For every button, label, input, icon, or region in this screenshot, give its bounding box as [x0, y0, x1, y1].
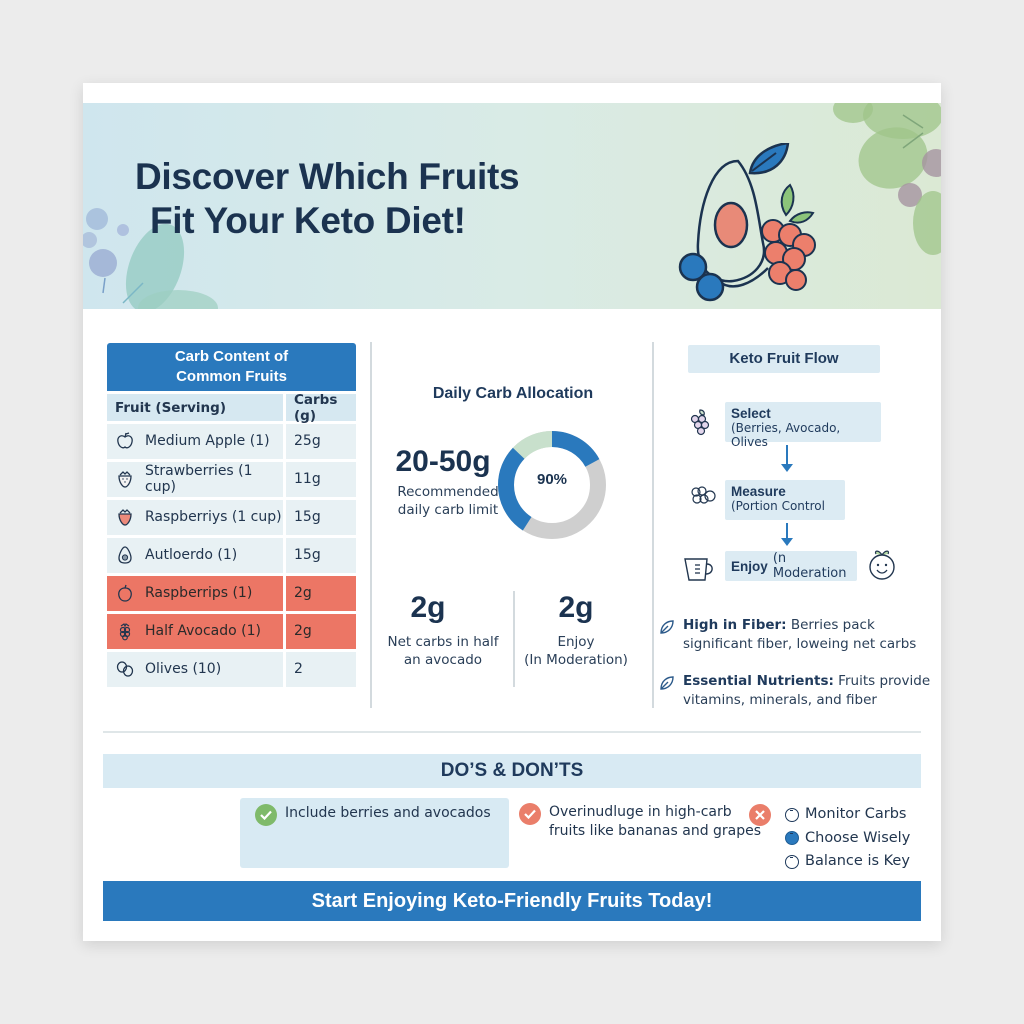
stat-net-carbs-caption: Net carbs in half an avocado: [387, 634, 499, 668]
fruit-name: Medium Apple (1): [145, 433, 270, 450]
flow-step-detail: (Berries, Avocado, Olives: [731, 421, 841, 449]
raspberry-icon: [118, 509, 132, 526]
olives-icon: [116, 661, 134, 677]
dont-item: Overinudluge in high-carb fruits like ba…: [519, 803, 761, 841]
check-icon: [255, 804, 277, 826]
hero-title-line-2: Fit Your Keto Diet!: [150, 200, 466, 241]
donut-chart: [498, 431, 606, 539]
fruit-name: Autloerdo (1): [145, 547, 238, 564]
column-divider-1: [370, 342, 372, 708]
stat-enjoy-caption: Enjoy (In Moderation): [524, 634, 628, 668]
stopwatch-filled-icon: [785, 831, 799, 846]
tip-item: Balance is Key: [785, 850, 910, 874]
table-row-highlighted: Half Avocado (1) 2g: [107, 613, 356, 649]
fact-label: Essential Nutrients:: [683, 673, 834, 689]
strawberry-icon: [118, 471, 132, 488]
flow-step-detail: (n Moderation: [772, 551, 847, 581]
carb-value: 11g: [286, 461, 356, 497]
avocado-berries-icon: [678, 143, 816, 302]
fruit-outline-icon: [118, 585, 132, 602]
fruit-name: Raspberrips (1): [145, 585, 253, 602]
tip-item: Monitor Carbs: [785, 803, 910, 827]
carb-value: 2: [286, 651, 356, 687]
flow-title: Keto Fruit Flow: [688, 345, 880, 373]
fact-nutrients: Essential Nutrients: Fruits provide vita…: [660, 672, 931, 710]
leaf-icon: [660, 620, 674, 634]
leaf-icon: [660, 676, 674, 690]
fact-label: High in Fiber:: [683, 617, 787, 633]
table-row: Raspberriys (1 cup) 15g: [107, 499, 356, 535]
do-item: Include berries and avocados: [255, 804, 491, 826]
fruit-name: Half Avocado (1): [145, 623, 261, 640]
hero-title-line-1: Discover Which Fruits: [135, 156, 520, 197]
fruit-name: Raspberriys (1 cup): [145, 509, 282, 526]
carb-value: 2g: [286, 575, 356, 611]
flow-arrow-down-icon: [781, 445, 793, 472]
decor-right-leaves-icon: [833, 103, 941, 255]
flow-step-select: Select (Berries, Avocado, Olives: [725, 402, 881, 449]
donut-center-label: 90%: [536, 471, 568, 488]
table-row: Strawberries (1 cup) 11g: [107, 461, 356, 497]
hero-title: Discover Which Fruits Fit Your Keto Diet…: [135, 155, 520, 243]
stat-divider: [513, 591, 515, 687]
flow-step-heading: Measure: [731, 484, 786, 499]
flow-step-heading: Enjoy: [731, 558, 768, 574]
table-row-highlighted: Raspberrips (1) 2g: [107, 575, 356, 611]
carb-table-title-line-1: Carb Content of: [174, 348, 289, 365]
carb-range-caption: Recommended daily carb limit: [397, 484, 499, 518]
check-icon: [519, 803, 541, 825]
table-row: Autloerdo (1) 15g: [107, 537, 356, 573]
infographic-card: Discover Which Fruits Fit Your Keto Diet…: [83, 83, 941, 941]
stat-net-carbs-value: 2g: [410, 591, 446, 624]
do-text: Include berries and avocados: [285, 805, 491, 821]
section-divider: [103, 731, 921, 733]
hero-banner: Discover Which Fruits Fit Your Keto Diet…: [83, 103, 941, 309]
column-header-carbs: Carbs (g): [286, 392, 356, 424]
avocado-icon: [118, 546, 132, 564]
table-row: Olives (10) 2: [107, 651, 356, 687]
stat-enjoy-value: 2g: [558, 591, 594, 624]
carb-value: 2g: [286, 613, 356, 649]
flow-step-detail: (Portion Control: [731, 499, 825, 513]
table-header-row: Fruit (Serving) Carbs (g): [107, 392, 356, 424]
fact-fiber: High in Fiber: Berries pack significant …: [660, 616, 931, 654]
stopwatch-icon: [785, 854, 799, 869]
grapes-icon: [690, 409, 710, 436]
column-header-fruit: Fruit (Serving): [107, 394, 283, 421]
allocation-title: Daily Carb Allocation: [432, 385, 594, 402]
carb-table-title-line-2: Common Fruits: [176, 368, 287, 385]
cta-banner[interactable]: Start Enjoying Keto-Friendly Fruits Toda…: [103, 881, 921, 921]
flow-step-heading: Select: [731, 406, 771, 421]
carb-value: 25g: [286, 423, 356, 459]
tip-item: Choose Wisely: [785, 827, 910, 851]
decor-left-leaves-icon: [83, 208, 218, 309]
carb-table-title: Carb Content of Common Fruits: [107, 343, 356, 391]
carb-table: Carb Content of Common Fruits Fruit (Ser…: [107, 343, 356, 687]
dos-donts-title: DO’S & DON’TS: [103, 754, 921, 788]
berries-icon: [691, 486, 716, 504]
carb-value: 15g: [286, 537, 356, 573]
smiley-fruit-icon: [869, 550, 895, 580]
column-divider-2: [652, 342, 654, 708]
carb-range-value: 20-50g: [395, 445, 491, 478]
tips-list: Monitor Carbs Choose Wisely Balance is K…: [785, 803, 910, 874]
apple-icon: [117, 432, 133, 449]
flow-step-measure: Measure (Portion Control: [725, 480, 845, 520]
stopwatch-icon: [785, 807, 799, 822]
dont-text: Overinudluge in high-carb fruits like ba…: [549, 804, 762, 839]
flow-step-enjoy: Enjoy (n Moderation: [725, 551, 857, 581]
dos-box: [240, 798, 509, 868]
fruit-name: Olives (10): [145, 661, 222, 678]
cross-icon: [749, 804, 771, 826]
fruit-name: Strawberries (1 cup): [145, 463, 253, 496]
carb-value: 15g: [286, 499, 356, 535]
table-row: Medium Apple (1) 25g: [107, 423, 356, 459]
flow-arrow-down-icon: [781, 523, 793, 546]
raspberry-icon: [119, 623, 131, 641]
measuring-cup-icon: [684, 558, 713, 581]
